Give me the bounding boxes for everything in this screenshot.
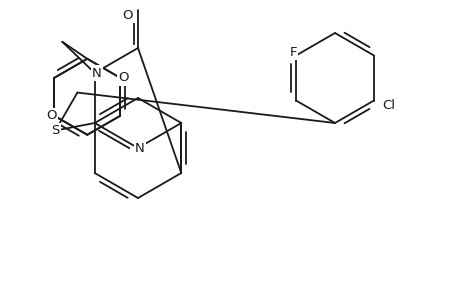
Text: O: O: [118, 71, 128, 84]
Text: N: N: [135, 142, 145, 154]
Text: Cl: Cl: [381, 99, 395, 112]
Text: O: O: [46, 109, 56, 122]
Text: N: N: [92, 67, 101, 80]
Text: O: O: [123, 8, 133, 22]
Text: F: F: [289, 46, 296, 59]
Text: S: S: [51, 124, 60, 137]
